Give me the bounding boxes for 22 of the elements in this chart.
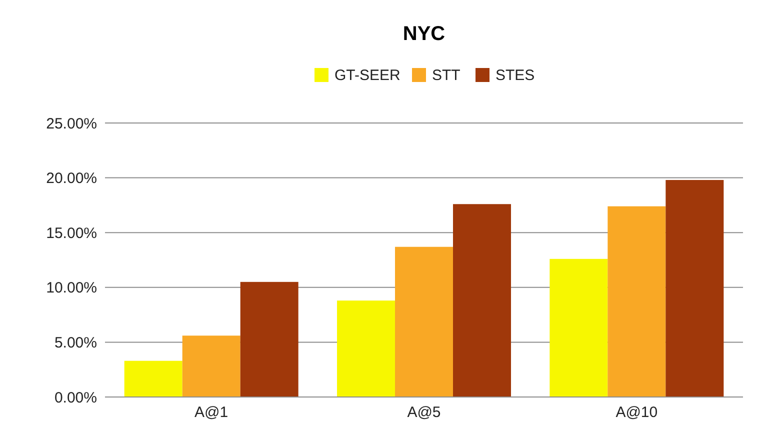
bar — [182, 336, 240, 397]
bar — [666, 180, 724, 397]
y-tick-label: 5.00% — [54, 334, 97, 352]
x-tick-label: A@10 — [616, 404, 658, 421]
bar — [550, 258, 608, 397]
legend-label: STT — [432, 67, 460, 84]
y-tick-label: 20.00% — [46, 170, 97, 188]
bar — [240, 282, 298, 397]
bar — [453, 204, 511, 397]
y-tick-label: 25.00% — [46, 115, 97, 132]
x-tick-label: A@1 — [194, 404, 228, 421]
bar — [608, 206, 666, 397]
legend-label: GT-SEER — [334, 67, 401, 84]
x-tick-label: A@5 — [407, 404, 441, 421]
bar — [337, 300, 395, 397]
chart-title: NYC — [402, 23, 446, 45]
y-tick-label: 0.00% — [54, 389, 97, 406]
legend-label: STES — [496, 67, 535, 84]
bar — [124, 360, 182, 397]
y-tick-label: 15.00% — [46, 224, 97, 242]
y-tick-label: 10.00% — [46, 280, 97, 297]
bar — [395, 246, 453, 397]
